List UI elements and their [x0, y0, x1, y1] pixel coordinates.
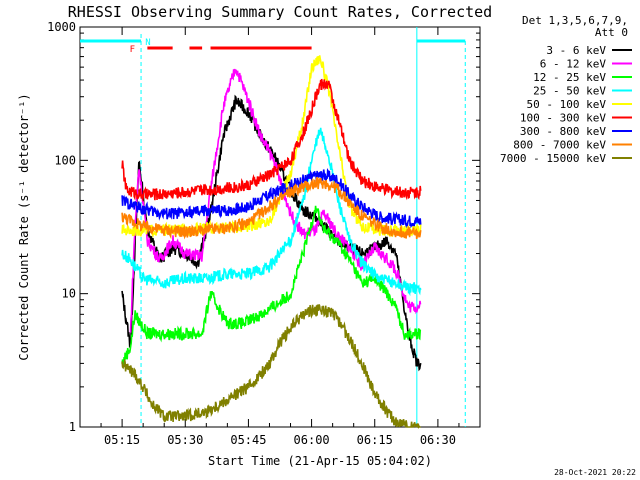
legend-item-label: 3 - 6 keV [546, 44, 606, 57]
x-tick-label: 05:45 [230, 433, 266, 447]
legend-item-label: 300 - 800 keV [520, 125, 606, 138]
x-tick-label: 06:15 [357, 433, 393, 447]
series-line [121, 78, 422, 203]
legend-header: Det 1,3,5,6,7,9, [522, 14, 628, 27]
x-axis-label: Start Time (21-Apr-15 05:04:02) [208, 454, 432, 468]
series-line [121, 94, 422, 372]
x-tick-label: 05:30 [167, 433, 203, 447]
plot-frame [79, 26, 481, 428]
legend-item-label: 50 - 100 keV [527, 98, 607, 111]
legend-header: Att 0 [595, 26, 628, 39]
series-line [129, 68, 422, 333]
series-line [121, 127, 422, 297]
legend-item-label: 12 - 25 keV [533, 71, 606, 84]
legend-item-label: 25 - 50 keV [533, 85, 606, 98]
chart-title: RHESSI Observing Summary Count Rates, Co… [68, 3, 492, 21]
y-tick-label: 1000 [47, 20, 76, 34]
legend-item-label: 100 - 300 keV [520, 112, 606, 125]
y-axis-label: Corrected Count Rate (s⁻¹ detector⁻¹) [17, 93, 31, 360]
x-tick-label: 05:15 [104, 433, 140, 447]
x-tick-label: 06:30 [420, 433, 456, 447]
flag-n-label: N [145, 38, 150, 48]
series-line [121, 167, 422, 229]
series-line [121, 176, 422, 240]
legend-item-label: 800 - 7000 keV [513, 139, 606, 152]
legend-item-label: 7000 - 15000 keV [500, 152, 606, 165]
y-tick-label: 100 [54, 153, 76, 167]
y-tick-label: 1 [69, 420, 76, 434]
series-line [121, 304, 421, 429]
x-tick-label: 06:00 [294, 433, 330, 447]
legend-item-label: 6 - 12 keV [540, 58, 607, 71]
series-line [121, 205, 422, 365]
flag-f-label: F [130, 45, 135, 55]
y-tick-label: 10 [62, 287, 76, 301]
timestamp: 28-Oct-2021 20:22 [554, 468, 636, 477]
